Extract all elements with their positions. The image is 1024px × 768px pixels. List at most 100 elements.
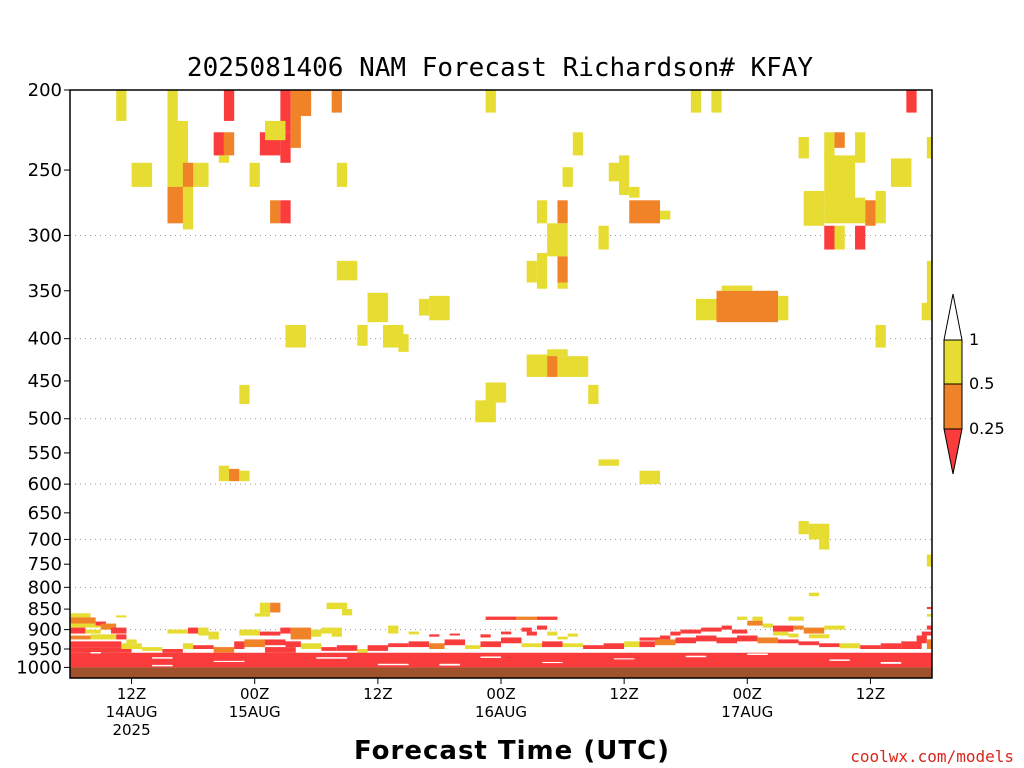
y-tick-label-1000: 1000 [16,657,62,678]
y-tick-label-400: 400 [28,329,62,350]
ri-cell-100 [536,616,558,620]
ri-cell-93 [326,602,348,610]
ri-gap-0 [90,652,101,654]
y-tick-label-250: 250 [28,160,62,181]
ri-cell-186 [583,645,604,649]
y-tick-label-350: 350 [28,281,62,302]
ri-cell-28 [218,155,230,163]
ri-cell-48 [875,190,886,224]
ri-cell-127 [331,633,342,637]
ri-cell-107 [70,623,101,628]
ri-cell-34 [629,186,640,198]
ri-cell-114 [90,634,117,640]
ri-cell-195 [757,637,779,644]
ri-cell-118 [188,627,199,634]
ri-cell-96 [70,613,91,618]
ri-gap-12 [829,659,850,661]
ri-cell-2 [223,90,235,121]
y-tick-label-200: 200 [28,80,62,101]
ri-cell-200 [860,645,881,649]
ri-cell-166 [234,641,245,649]
y-tick-label-900: 900 [28,620,62,641]
ri-cell-7 [690,90,702,113]
ri-cell-164 [193,645,214,649]
ri-cell-202 [901,641,922,649]
ri-gap-5 [480,656,501,658]
ri-cell-176 [388,643,409,648]
x-tick-label-6-0: 12Z [856,685,885,703]
ri-cell-112 [111,627,127,634]
ri-cell-136 [536,625,548,630]
ri-cell-99 [516,616,537,620]
ri-cell-147 [747,620,763,626]
ri-cell-78 [485,382,507,403]
ri-cell-157 [926,625,932,630]
ri-cell-64 [716,290,779,323]
ri-cell-159 [70,647,132,653]
ri-cell-76 [547,349,568,357]
ri-cell-152 [824,625,845,630]
ri-cell-139 [567,633,578,637]
ri-cell-27 [198,162,209,187]
ri-cell-36 [890,158,912,187]
ri-cell-113 [70,635,91,640]
ri-cell-17 [264,120,286,141]
ri-cell-52 [834,225,845,250]
ri-cell-153 [772,631,789,636]
x-tick-label-0-0: 12Z [117,685,146,703]
ri-cell-205 [70,652,932,668]
ri-cell-149 [772,625,794,632]
ri-cell-173 [336,645,358,651]
ri-cell-22 [855,132,866,163]
y-axis: 200 250 300 350 400 450 500 550 600 650 700 7508008… [16,80,70,678]
ri-cell-59 [926,260,932,316]
ri-cell-4 [290,90,312,116]
ri-cell-178 [429,643,445,649]
ri-cell-177 [408,641,430,648]
y-tick-label-650: 650 [28,503,62,524]
ri-cell-141 [660,635,671,640]
legend: 1 0.5 0.25 [943,293,1005,475]
ri-cell-155 [808,634,830,639]
x-tick-label-1-0: 00Z [240,685,269,703]
ri-cell-29 [249,162,260,187]
ri-cell-5 [331,90,342,113]
ri-cell-128 [388,625,399,634]
ri-cell-167 [244,639,265,648]
ri-cell-189 [639,641,655,648]
ri-cell-120 [208,631,219,640]
ri-gap-7 [613,658,635,660]
ri-cell-19 [798,137,809,159]
ri-cell-21 [834,132,845,148]
ri-gap-1 [152,657,173,659]
ri-cell-174 [357,648,368,653]
legend-level-2: 0.25 [969,419,1005,438]
ri-cell-50 [598,225,609,250]
ri-cell-137 [547,631,558,636]
ri-gap-13 [880,661,902,664]
ri-cell-15 [280,132,291,163]
ri-gap-8 [685,655,707,658]
x-tick-label-5-0: 00Z [733,685,762,703]
ri-cell-62 [429,295,450,321]
ri-cell-77 [239,384,250,405]
ri-cell-57 [557,256,568,283]
ri-gap-2 [213,660,245,662]
ri-cell-172 [321,647,337,651]
ri-cell-181 [480,641,501,648]
ri-cell-108 [95,621,106,626]
ri-cell-20 [824,132,835,163]
ri-cell-161 [141,647,163,651]
ri-cell-16 [290,115,301,148]
richardson-cells [70,90,932,678]
ri-cell-33 [619,155,630,195]
ri-cell-65 [721,285,753,291]
ri-cell-140 [639,637,661,641]
ri-cell-9 [906,90,917,113]
ri-cell-175 [367,645,389,651]
ri-cell-203 [916,635,927,644]
ri-cell-188 [624,641,640,648]
ri-cell-116 [126,639,137,644]
y-tick-label-300: 300 [28,225,62,246]
ri-cell-68 [285,324,307,348]
